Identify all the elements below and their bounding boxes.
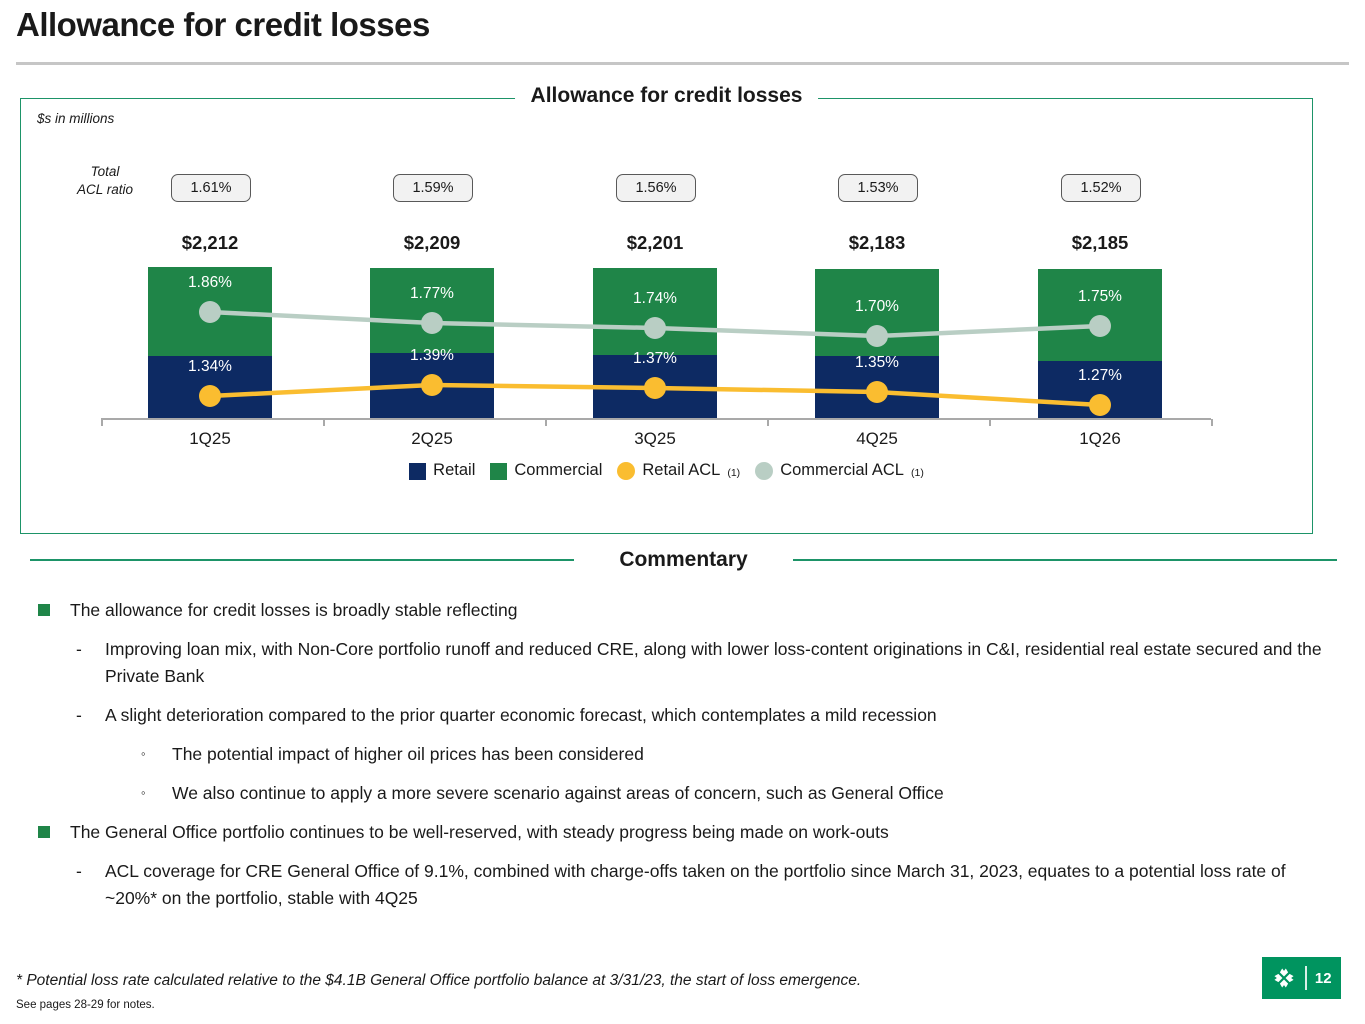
- chart-title: Allowance for credit losses: [514, 84, 819, 108]
- commercial-acl-value: 1.86%: [188, 274, 232, 291]
- bullet-dash-icon: -: [76, 705, 82, 725]
- bar-total-label: $2,201: [626, 232, 684, 253]
- legend-item-commercial-acl: Commercial ACL (1): [755, 461, 924, 480]
- x-axis-tick: [1211, 419, 1213, 426]
- commentary-bullet-level-3: ◦ We also continue to apply a more severe…: [0, 780, 1342, 807]
- logo-separator: [1305, 966, 1307, 990]
- footnote: * Potential loss rate calculated relativ…: [16, 972, 862, 989]
- total-acl-ratio-value: 1.59%: [393, 174, 473, 202]
- legend-swatch-retail: [409, 463, 427, 480]
- chart-panel: Allowance for credit losses $s in millio…: [20, 84, 1313, 534]
- bullet-text: ACL coverage for CRE General Office of 9…: [105, 861, 1286, 908]
- legend-swatch-commercial: [490, 463, 508, 480]
- bullet-text: We also continue to apply a more severe …: [172, 783, 944, 803]
- commercial-acl-value: 1.70%: [855, 298, 899, 315]
- bullet-text: A slight deterioration compared to the p…: [105, 705, 937, 725]
- commercial-acl-value: 1.77%: [410, 285, 454, 302]
- commentary-bullet-level-3: ◦ The potential impact of higher oil pric…: [0, 741, 1342, 768]
- commentary-header: Commentary: [30, 548, 1337, 572]
- commercial-bar-segment: [1038, 269, 1162, 361]
- bullet-circle-icon: ◦: [141, 785, 146, 800]
- total-acl-ratio-value: 1.53%: [838, 174, 918, 202]
- commercial-bar-segment: [593, 268, 717, 355]
- bullet-text: Improving loan mix, with Non-Core portfo…: [105, 639, 1322, 686]
- page-title: Allowance for credit losses: [16, 6, 430, 43]
- commentary-bullet-level-2: - ACL coverage for CRE General Office of …: [0, 858, 1342, 912]
- notes-reference: See pages 28-29 for notes.: [16, 999, 155, 1011]
- x-axis-label: 1Q26: [1079, 429, 1121, 448]
- title-divider: [16, 62, 1349, 65]
- units-label: $s in millions: [37, 111, 115, 126]
- commercial-acl-value: 1.74%: [633, 290, 677, 307]
- bar-total-label: $2,185: [1071, 232, 1129, 253]
- x-axis-label: 2Q25: [411, 429, 453, 448]
- commentary-bullet-level-1: The General Office portfolio continues t…: [0, 819, 1342, 846]
- legend-label-commercial: Commercial: [514, 461, 603, 479]
- x-axis-label: 3Q25: [634, 429, 676, 448]
- x-axis-tick: [989, 419, 991, 426]
- bar-total-label: $2,183: [848, 232, 906, 253]
- total-acl-ratio-label: Total ACL ratio: [49, 163, 161, 199]
- legend-swatch-retail-acl: [617, 462, 636, 480]
- bullet-circle-icon: ◦: [141, 746, 146, 761]
- bar-total-label: $2,209: [403, 232, 461, 253]
- brand-logo: 12: [1262, 957, 1341, 999]
- total-acl-ratio-value: 1.61%: [171, 174, 251, 202]
- x-axis-tick: [323, 419, 325, 426]
- total-acl-ratio-label-line1: Total: [90, 164, 120, 179]
- retail-acl-value: 1.27%: [1078, 367, 1122, 384]
- x-axis-tick: [767, 419, 769, 426]
- commentary-rule-right: [792, 558, 1337, 562]
- x-axis-tick: [545, 419, 547, 426]
- bullet-dash-icon: -: [76, 861, 82, 881]
- retail-acl-value: 1.37%: [633, 350, 677, 367]
- commentary-rule-left: [30, 558, 575, 562]
- bullet-square-icon: [38, 826, 50, 838]
- legend-label-retail-acl: Retail ACL: [642, 461, 721, 479]
- bullet-text: The allowance for credit losses is broad…: [70, 600, 518, 620]
- page-number: 12: [1314, 969, 1332, 987]
- commercial-acl-value: 1.75%: [1078, 288, 1122, 305]
- total-acl-ratio-label-line2: ACL ratio: [76, 182, 134, 197]
- chart-legend: Retail Commercial Retail ACL (1) Commercial …: [21, 461, 1312, 480]
- x-axis-line: [101, 418, 1211, 420]
- x-axis-label: 1Q25: [189, 429, 231, 448]
- x-axis-tick: [101, 419, 103, 426]
- commentary-bullet-level-2: - A slight deterioration compared to the …: [0, 702, 1342, 729]
- retail-acl-value: 1.39%: [410, 347, 454, 364]
- legend-item-retail: Retail: [409, 461, 475, 480]
- commentary-bullet-level-1: The allowance for credit losses is broad…: [0, 597, 1342, 624]
- bullet-dash-icon: -: [76, 639, 82, 659]
- commentary-list: The allowance for credit losses is broad…: [0, 597, 1342, 924]
- legend-label-retail: Retail: [433, 461, 476, 479]
- daisy-wheel-icon: [1274, 968, 1294, 988]
- bar-total-label: $2,212: [181, 232, 239, 253]
- bullet-text: The General Office portfolio continues t…: [70, 822, 889, 842]
- legend-label-commercial-acl: Commercial ACL: [780, 461, 904, 479]
- total-acl-ratio-value: 1.56%: [616, 174, 696, 202]
- retail-acl-value: 1.35%: [855, 354, 899, 371]
- bullet-square-icon: [38, 604, 50, 616]
- commentary-bullet-level-2: - Improving loan mix, with Non-Core portf…: [0, 636, 1342, 690]
- retail-acl-value: 1.34%: [188, 358, 232, 375]
- bullet-text: The potential impact of higher oil price…: [172, 744, 644, 764]
- commentary-heading: Commentary: [619, 548, 748, 571]
- legend-swatch-commercial-acl: [755, 462, 774, 480]
- total-acl-ratio-value: 1.52%: [1061, 174, 1141, 202]
- legend-item-retail-acl: Retail ACL (1): [617, 461, 740, 480]
- commercial-bar-segment: [370, 268, 494, 353]
- x-axis-label: 4Q25: [856, 429, 898, 448]
- legend-item-commercial: Commercial: [490, 461, 602, 480]
